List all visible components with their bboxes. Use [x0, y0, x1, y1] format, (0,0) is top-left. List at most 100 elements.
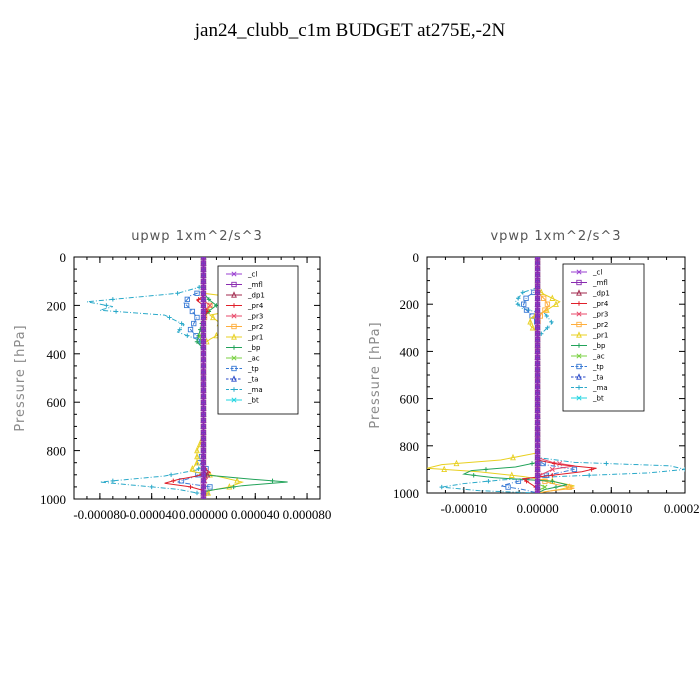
series-marker-pr1 — [529, 324, 536, 331]
legend-marker-ma — [231, 387, 237, 392]
series-marker-mfl — [200, 357, 207, 363]
legend-marker-dp1 — [231, 291, 237, 298]
series-marker-mfl — [534, 366, 541, 372]
series-marker-pr4 — [589, 467, 594, 472]
x-tick-label: 0.000080 — [283, 507, 332, 522]
x-tick-label: 0.00000 — [516, 501, 558, 516]
legend-marker-mfl — [576, 279, 582, 286]
series-marker-tp — [523, 295, 529, 301]
legend-marker-pr4 — [231, 303, 237, 308]
series-marker-mfl — [200, 260, 207, 266]
series-marker-pr1 — [527, 318, 534, 325]
legend-label-dp1: _dp1 — [592, 290, 610, 298]
series-marker-ma — [168, 472, 174, 477]
series-marker-tp — [191, 320, 197, 327]
series-marker-pr4 — [550, 473, 555, 478]
y-axis-label: Pressure [hPa] — [13, 324, 28, 431]
series-marker-ma — [149, 484, 154, 490]
series-marker-pr3 — [549, 466, 555, 472]
legend-marker-bp — [576, 343, 582, 348]
legend-marker-cl — [231, 271, 237, 277]
series-marker-ma — [196, 466, 201, 471]
series-line-pr4 — [521, 257, 597, 493]
series-line-ma — [441, 257, 685, 493]
y-tick-label: 200 — [400, 297, 420, 312]
series-marker-ma — [113, 309, 119, 314]
series-marker-mfl — [534, 319, 541, 325]
series-marker-pr4 — [171, 478, 176, 484]
series-marker-tp — [183, 302, 190, 309]
series-marker-mfl — [534, 295, 541, 301]
legend-marker-ta — [576, 373, 582, 380]
series-marker-pr2 — [207, 302, 213, 309]
series-marker-pr2 — [541, 295, 547, 301]
series-marker-mfl — [200, 466, 207, 472]
legend-marker-ma — [576, 385, 582, 390]
x-tick-label: 0.000040 — [231, 507, 280, 522]
series-marker-tp — [189, 308, 196, 315]
series-marker-mfl — [534, 395, 541, 402]
series-marker-pr1 — [213, 331, 220, 339]
series-marker-mfl — [200, 284, 207, 290]
series-marker-pr1 — [194, 452, 200, 460]
series-marker-mfl — [534, 289, 541, 296]
legend-label-ta: _ta — [247, 376, 259, 384]
series-marker-mfl — [534, 372, 541, 378]
series-marker-bp — [550, 479, 555, 484]
series-marker-mfl — [534, 407, 541, 414]
legend-marker-pr2 — [231, 323, 237, 330]
series-marker-mfl — [534, 266, 541, 272]
series-marker-mfl — [534, 272, 541, 278]
y-tick-label: 0 — [60, 250, 67, 265]
legend-label-mfl: _mfl — [592, 279, 608, 287]
series-line-pr4 — [164, 257, 212, 499]
legend-marker-ac — [231, 355, 237, 361]
series-marker-mfl — [534, 360, 541, 366]
series-marker-mfl — [534, 443, 541, 449]
series-marker-tp — [187, 326, 194, 333]
series-marker-ma — [177, 327, 182, 332]
y-tick-label: 800 — [400, 439, 420, 454]
y-tick-label: 400 — [47, 347, 67, 362]
series-marker-pr1 — [453, 459, 460, 467]
y-tick-label: 800 — [47, 444, 67, 459]
legend-marker-tp — [231, 365, 237, 372]
legend-label-cl: _cl — [247, 271, 257, 279]
page-title: jan24_clubb_c1m BUDGET at275E,-2N — [194, 20, 506, 41]
series-marker-mfl — [200, 387, 207, 393]
series-marker-mfl — [200, 381, 207, 387]
series-marker-mfl — [534, 472, 541, 478]
series-marker-ma — [682, 467, 685, 472]
y-tick-label: 600 — [400, 392, 420, 407]
series-marker-mfl — [200, 345, 207, 351]
series-marker-tp — [194, 314, 200, 321]
legend-marker-pr3 — [231, 313, 237, 319]
series-marker-mfl — [534, 478, 541, 484]
legend-label-bp: _bp — [592, 342, 606, 350]
series-marker-mfl — [200, 369, 207, 375]
series-marker-pr1 — [549, 294, 556, 301]
series-marker-pr1 — [196, 440, 203, 448]
series-marker-mfl — [534, 283, 541, 290]
x-tick-label: 0.00020 — [664, 501, 700, 516]
series-marker-mfl — [534, 437, 541, 443]
legend-label-ta: _ta — [592, 374, 604, 382]
series-marker-pr3 — [207, 302, 213, 308]
series-marker-mfl — [200, 290, 207, 296]
series-marker-mfl — [200, 429, 207, 436]
series-marker-ma — [167, 315, 172, 320]
series-marker-pr1 — [510, 453, 516, 461]
legend-label-pr3: _pr3 — [247, 313, 263, 321]
series-marker-mfl — [534, 384, 541, 390]
series-marker-bp — [529, 461, 535, 466]
x-tick-label: -0.00010 — [441, 501, 488, 516]
series-marker-ma — [515, 302, 521, 307]
series-marker-mfl — [534, 301, 541, 307]
series-marker-ma — [545, 325, 550, 330]
series-marker-ma — [604, 461, 609, 466]
plot-area — [86, 257, 288, 499]
series-marker-mfl — [200, 257, 207, 260]
legend: _cl _mfl _dp1 _pr4 _pr3 _pr2 _pr1 _bp _ac _tp _ta _… — [562, 263, 645, 412]
series-marker-mfl — [534, 348, 541, 355]
series-marker-tp — [194, 290, 200, 296]
